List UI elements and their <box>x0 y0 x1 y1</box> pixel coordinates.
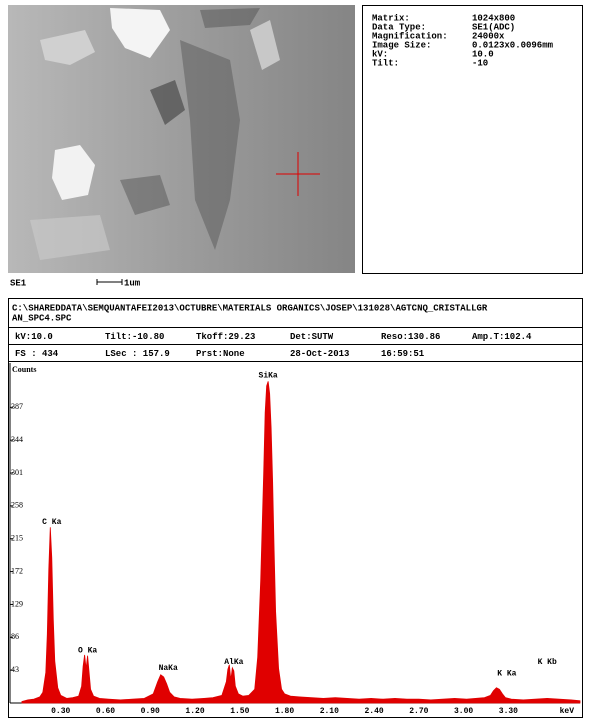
x-tick-label: 2.70 <box>409 707 428 716</box>
y-axis-label: Counts <box>12 365 36 374</box>
peak-label: K Ka <box>497 669 516 678</box>
y-tick-label: 258 <box>11 501 23 510</box>
x-tick-label: 0.60 <box>96 707 115 716</box>
parameter: Amp.T:102.4 <box>472 332 532 342</box>
parameter: Tkoff:29.23 <box>196 332 255 342</box>
file-path: AN_SPC4.SPC <box>12 313 72 323</box>
x-tick-label: 3.30 <box>499 707 518 716</box>
peak-label: O Ka <box>78 646 97 655</box>
parameter: LSec : 157.9 <box>105 349 170 359</box>
spectrum <box>22 381 580 703</box>
peak-label: AlKa <box>224 658 243 667</box>
parameter: Reso:130.86 <box>381 332 440 342</box>
header: C:\SHAREDDATA\SEMQUANTAFEI2013\OCTUBRE\M… <box>12 303 532 359</box>
y-tick-label: 344 <box>11 435 23 444</box>
peak-label: NaKa <box>159 664 178 673</box>
x-tick-label: 2.40 <box>364 707 383 716</box>
y-tick-label: 86 <box>11 632 19 641</box>
parameter: 28-Oct-2013 <box>290 349 349 359</box>
y-tick-label: 387 <box>11 402 23 411</box>
file-path: C:\SHAREDDATA\SEMQUANTAFEI2013\OCTUBRE\M… <box>12 303 488 313</box>
peak-label: K Kb <box>538 658 557 667</box>
y-tick-label: 301 <box>11 468 23 477</box>
x-axis-label: keV <box>560 707 575 716</box>
info-label: Tilt: <box>372 58 399 68</box>
report: SE1 1um Matrix:1024x800Data Type:SE1(ADC… <box>0 0 589 720</box>
sem-image <box>8 5 355 273</box>
x-tick-label: 1.80 <box>275 707 294 716</box>
y-tick-label: 129 <box>11 599 23 608</box>
x-tick-label: 1.50 <box>230 707 249 716</box>
x-tick-label: 2.10 <box>320 707 339 716</box>
scale-bar <box>97 279 122 285</box>
x-tick-label: 1.20 <box>185 707 204 716</box>
y-tick-label: 43 <box>11 665 19 674</box>
parameter: 16:59:51 <box>381 349 425 359</box>
parameter: Prst:None <box>196 349 245 359</box>
spectrum-chart: Counts keV 43 86 129 172 215 258 301 344 387 0.30 0.… <box>10 363 580 716</box>
x-tick-label: 0.90 <box>141 707 160 716</box>
peak-label: SiKa <box>259 371 278 380</box>
x-tick-label: 0.30 <box>51 707 70 716</box>
y-tick-label: 172 <box>11 566 23 575</box>
parameter: FS : 434 <box>15 349 59 359</box>
parameter: kV:10.0 <box>15 332 53 342</box>
y-tick-label: 215 <box>11 534 23 543</box>
x-tick-label: 3.00 <box>454 707 473 716</box>
parameter: Tilt:-10.80 <box>105 332 164 342</box>
detector-label: SE1 <box>10 278 27 288</box>
scale-bar-label: 1um <box>124 278 141 288</box>
info-value: -10 <box>472 58 488 68</box>
parameter: Det:SUTW <box>290 332 334 342</box>
peak-label: C Ka <box>42 518 61 527</box>
